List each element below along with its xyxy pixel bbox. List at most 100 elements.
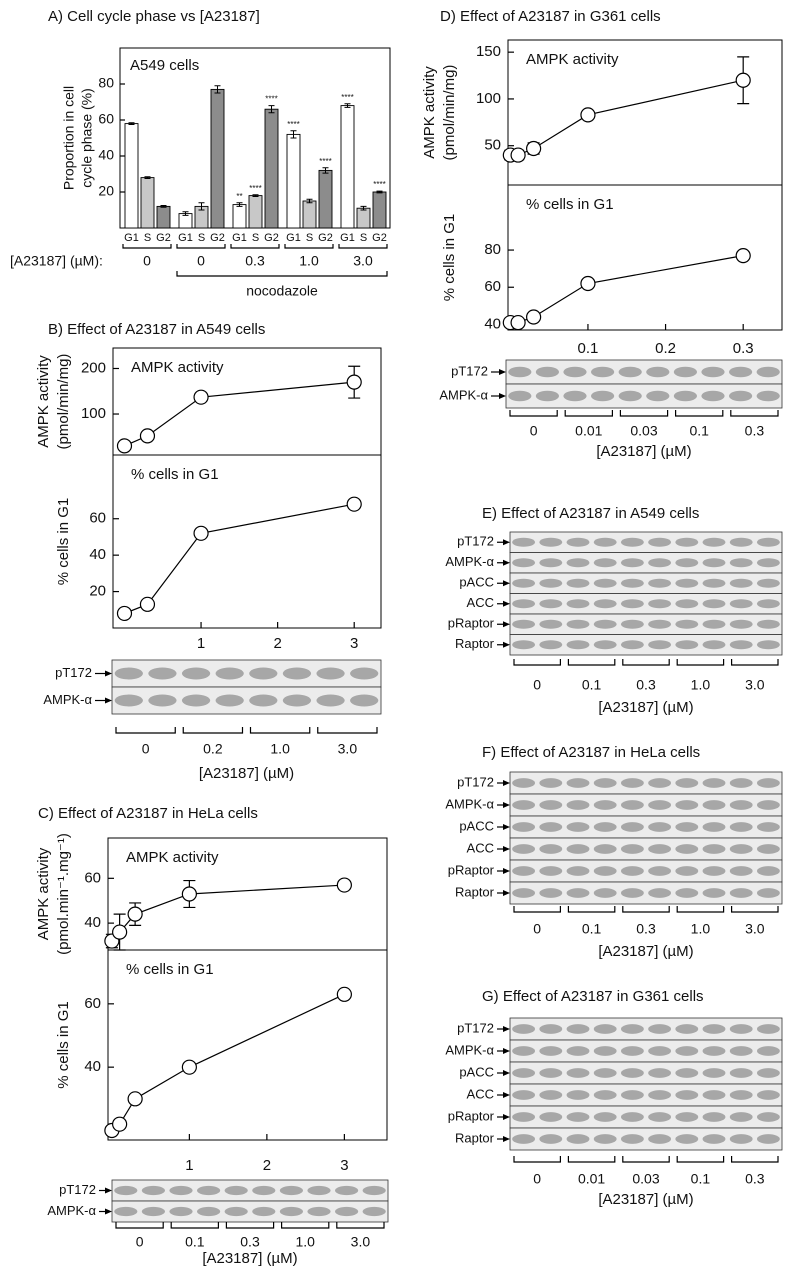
blot-band xyxy=(702,537,726,547)
blot-arrowhead xyxy=(105,670,112,677)
blot-band xyxy=(729,1090,753,1100)
blot-band xyxy=(618,366,642,378)
phase-label: G2 xyxy=(210,232,225,244)
blot-arrowhead xyxy=(503,1026,510,1032)
blot-arrowhead xyxy=(503,780,510,786)
blot-arrowhead xyxy=(499,393,506,399)
blot-band xyxy=(756,537,780,547)
blot-band xyxy=(702,844,726,854)
blot-row-label: AMPK-α xyxy=(43,692,92,707)
group-bracket xyxy=(730,906,779,913)
blot-band xyxy=(675,778,699,788)
blot-band xyxy=(729,1046,753,1056)
blot-row-label: AMPK-α xyxy=(47,1203,96,1218)
y-tick-label: 200 xyxy=(81,359,106,376)
bar xyxy=(124,123,139,229)
blot-band xyxy=(756,1068,780,1078)
y-tick-label: 100 xyxy=(81,405,106,422)
blot-band xyxy=(675,844,699,854)
blot-band xyxy=(620,1112,644,1122)
blot-band xyxy=(756,888,780,898)
blot-row-label: pT172 xyxy=(457,534,494,549)
blot-band xyxy=(756,822,780,832)
blot-band xyxy=(648,800,672,810)
blot-band xyxy=(673,390,697,402)
blot-arrowhead xyxy=(503,559,510,566)
blot-band xyxy=(224,1206,248,1217)
blot-band xyxy=(620,778,644,788)
blot-band xyxy=(675,1046,699,1056)
group-bracket xyxy=(115,727,176,734)
blot-band xyxy=(729,558,753,568)
group-label: 0.3 xyxy=(745,1171,765,1187)
group-bracket xyxy=(317,727,378,734)
blot-band xyxy=(316,694,345,707)
blot-band xyxy=(593,800,617,810)
blot-band xyxy=(512,537,536,547)
y-tick-label: 20 xyxy=(89,583,106,600)
blot-band xyxy=(620,599,644,609)
blot-band xyxy=(675,1134,699,1144)
data-point xyxy=(139,428,156,444)
x-tick-label: 3 xyxy=(350,635,358,652)
phase-label: S xyxy=(360,232,367,244)
blot-arrowhead xyxy=(503,890,510,896)
error-bar xyxy=(344,103,351,108)
group-bracket xyxy=(176,244,226,249)
blot-band xyxy=(675,558,699,568)
panel-title: D) Effect of A23187 in G361 cells xyxy=(440,8,661,25)
blot-band xyxy=(593,1112,617,1122)
blot-band xyxy=(539,1068,563,1078)
blot-band xyxy=(512,888,536,898)
blot-band xyxy=(675,619,699,629)
x-tick-label: 0.3 xyxy=(733,340,754,357)
blot-band xyxy=(756,844,780,854)
y-axis-label: AMPK activity xyxy=(35,355,52,448)
bar xyxy=(302,200,317,229)
blot-band xyxy=(508,390,532,402)
blot-band xyxy=(648,866,672,876)
y-axis-label: cycle phase (%) xyxy=(79,88,95,188)
blot-row-label: AMPK-α xyxy=(439,387,488,402)
blot-band xyxy=(593,619,617,629)
blot-band xyxy=(512,800,536,810)
group-label: 0.1 xyxy=(185,1234,205,1250)
blot-band xyxy=(362,1206,386,1217)
blot-row-label: pT172 xyxy=(55,665,92,680)
blot-band xyxy=(729,1024,753,1034)
blot-band xyxy=(648,599,672,609)
blot-band xyxy=(675,800,699,810)
chart-label: % cells in G1 xyxy=(131,466,219,483)
y-axis-label: (pmol.min⁻¹.mg⁻¹) xyxy=(55,833,72,955)
blot-band xyxy=(362,1185,386,1196)
blot-band xyxy=(729,822,753,832)
blot-row-label: ACC xyxy=(467,595,494,610)
blot-band xyxy=(252,1185,276,1196)
x-axis-label: [A23187] (µM) xyxy=(598,1191,693,1208)
blot-band xyxy=(620,822,644,832)
data-point xyxy=(112,924,128,940)
blot-band xyxy=(307,1206,331,1217)
blot-band xyxy=(566,1046,590,1056)
blot-band xyxy=(702,619,726,629)
blot-band xyxy=(539,578,563,588)
data-point xyxy=(526,140,542,157)
blot-band xyxy=(114,1185,138,1196)
panel-title: B) Effect of A23187 in A549 cells xyxy=(48,321,265,338)
blot-band xyxy=(675,1024,699,1034)
blot-band xyxy=(675,1112,699,1122)
blot-band xyxy=(249,667,278,680)
group-label: 0.3 xyxy=(636,921,656,937)
group-bracket xyxy=(619,410,669,417)
blot-band xyxy=(648,640,672,650)
blot-band xyxy=(593,1068,617,1078)
bar xyxy=(356,207,371,229)
blot-row-label: pRaptor xyxy=(448,1108,495,1123)
blot-band xyxy=(646,366,670,378)
y-axis-label: (pmol/min/mg) xyxy=(441,65,458,161)
blot-band xyxy=(566,619,590,629)
group-label: 3.0 xyxy=(351,1234,371,1250)
significance: **** xyxy=(373,180,385,189)
blot-band xyxy=(279,1206,303,1217)
blot-arrowhead xyxy=(503,1092,510,1098)
